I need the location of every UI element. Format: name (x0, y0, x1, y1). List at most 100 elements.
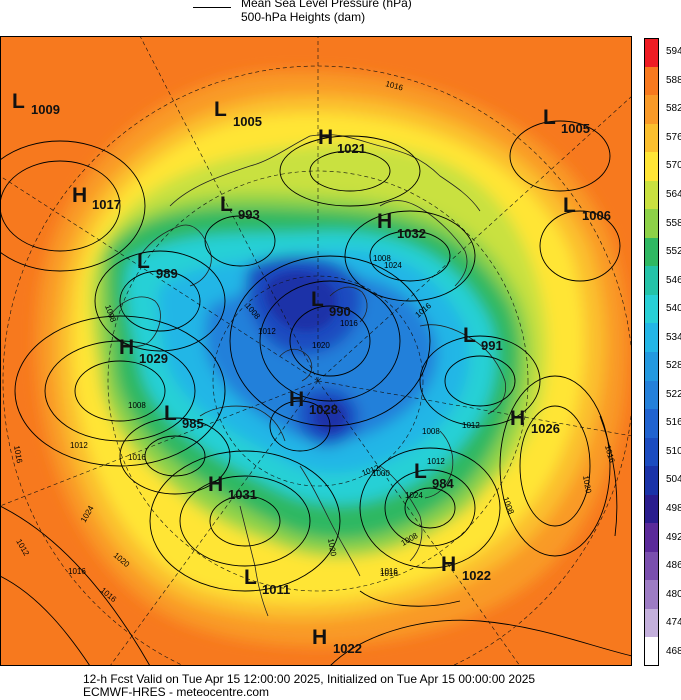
footer: 12-h Fcst Valid on Tue Apr 15 12:00:00 2… (0, 672, 681, 700)
svg-text:1031: 1031 (228, 487, 257, 502)
high-pressure-label: H 1022 (441, 553, 491, 583)
low-pressure-label: L 1009 (12, 90, 60, 117)
isobars (0, 120, 632, 666)
svg-text:1029: 1029 (139, 351, 168, 366)
low-pressure-label: L 1005 (214, 98, 262, 129)
colorbar-swatch (644, 551, 659, 581)
isobar-label: 1008 (373, 254, 391, 263)
isobar-label: 1012 (462, 421, 480, 430)
colorbar-label: 486 (666, 560, 681, 572)
isobar-label: 1016 (68, 567, 86, 576)
svg-text:1022: 1022 (333, 641, 362, 656)
colorbar-label: 498 (666, 503, 681, 514)
svg-text:1026: 1026 (531, 421, 560, 436)
colorbar-swatch (644, 180, 659, 210)
svg-text:L: L (164, 402, 177, 425)
low-pressure-label: L 1006 (563, 194, 611, 223)
forecast-validity-text: 12-h Fcst Valid on Tue Apr 15 12:00:00 2… (83, 672, 536, 686)
svg-text:L: L (463, 324, 476, 347)
height-colorbar: 594 588 582 576 570 564 558 552 546 540 534 528 522 5… (644, 38, 681, 667)
colorbar-label: 510 (666, 445, 681, 457)
svg-text:1022: 1022 (462, 568, 491, 583)
colorbar-swatch (644, 523, 659, 553)
isobar-label: 1016 (380, 569, 398, 578)
low-pressure-label: L 1005 (543, 106, 590, 136)
colorbar-label: 546 (666, 274, 681, 286)
low-pressure-label: L 1011 (244, 566, 290, 597)
colorbar-label: 516 (666, 417, 681, 429)
colorbar-swatch (644, 237, 659, 267)
svg-text:989: 989 (156, 266, 178, 281)
model-source-text: ECMWF-HRES - meteocentre.com (83, 685, 270, 699)
isobar-label: 1020 (326, 538, 338, 558)
isobar-label: 1008 (128, 401, 146, 410)
colorbar-label: 468 (666, 645, 681, 657)
colorbar-swatch (644, 38, 659, 68)
colorbar-swatch (644, 409, 659, 439)
low-pressure-label: L 989 (137, 250, 178, 281)
legend: Mean Sea Level Pressure (hPa) 500-hPa He… (0, 0, 681, 34)
colorbar-swatch (644, 323, 659, 353)
isobar-label: 1024 (405, 491, 423, 500)
svg-text:H: H (510, 407, 525, 430)
isobar-label: 1016 (128, 453, 146, 462)
colorbar-label: 528 (666, 360, 681, 372)
mslp-legend-line (193, 7, 231, 8)
colorbar-label: 504 (666, 474, 681, 486)
svg-text:L: L (220, 193, 233, 216)
svg-text:L: L (214, 98, 227, 121)
colorbar-swatch (644, 380, 659, 410)
svg-text:L: L (563, 194, 576, 217)
svg-text:H: H (377, 210, 392, 233)
colorbar-swatch (644, 123, 659, 153)
mslp-legend-label: Mean Sea Level Pressure (hPa) (241, 0, 412, 10)
svg-text:L: L (137, 250, 150, 273)
low-pressure-label: L 993 (220, 193, 260, 222)
high-pressure-label: H 1017 (72, 184, 121, 212)
graticule (0, 36, 632, 666)
low-pressure-label: L 991 (463, 324, 503, 353)
colorbar-swatch (644, 152, 659, 182)
svg-text:L: L (12, 90, 25, 113)
colorbar-swatch (644, 494, 659, 524)
svg-text:L: L (414, 460, 427, 483)
weather-map: 1008 1016 1012 1008 1016 1024 1016 1020 … (0, 36, 632, 666)
colorbar-label: 576 (666, 131, 681, 143)
colorbar-swatch (644, 580, 659, 610)
svg-text:L: L (311, 288, 324, 311)
high-pressure-label: H 1026 (510, 407, 560, 436)
svg-text:H: H (441, 553, 456, 576)
isobar-label: 1020 (581, 475, 593, 495)
high-pressure-label: H 1022 (312, 626, 362, 656)
colorbar-label: 558 (666, 217, 681, 229)
colorbar-swatch (644, 209, 659, 239)
colorbar-border (644, 38, 659, 666)
svg-text:H: H (318, 126, 333, 149)
colorbar-label: 552 (666, 246, 681, 258)
svg-text:990: 990 (329, 304, 351, 319)
svg-text:1009: 1009 (31, 102, 60, 117)
svg-text:L: L (543, 106, 556, 129)
colorbar-label: 474 (666, 617, 681, 629)
isobar-label: 1020 (312, 341, 330, 350)
svg-text:1005: 1005 (233, 114, 262, 129)
colorbar-label: 480 (666, 588, 681, 600)
colorbar-swatch (644, 294, 659, 324)
svg-text:1032: 1032 (397, 226, 426, 241)
low-pressure-label: L 984 (414, 460, 454, 491)
isobar-label: 1024 (384, 261, 402, 270)
colorbar-label: 540 (666, 303, 681, 315)
colorbar-swatch (644, 637, 659, 667)
isobar-label: 1008 (422, 427, 440, 436)
colorbar-label: 534 (666, 331, 681, 343)
low-pressure-label: L 985 (164, 402, 204, 431)
svg-text:1017: 1017 (92, 197, 121, 212)
colorbar-swatch (644, 66, 659, 96)
isobar-label: 1012 (70, 441, 88, 450)
svg-text:991: 991 (481, 338, 503, 353)
colorbar-label: 492 (666, 531, 681, 543)
low-pressure-label: L 990 (311, 288, 351, 319)
svg-text:H: H (289, 388, 304, 411)
isobar-label: 1000 (372, 469, 390, 478)
svg-text:H: H (119, 336, 134, 359)
